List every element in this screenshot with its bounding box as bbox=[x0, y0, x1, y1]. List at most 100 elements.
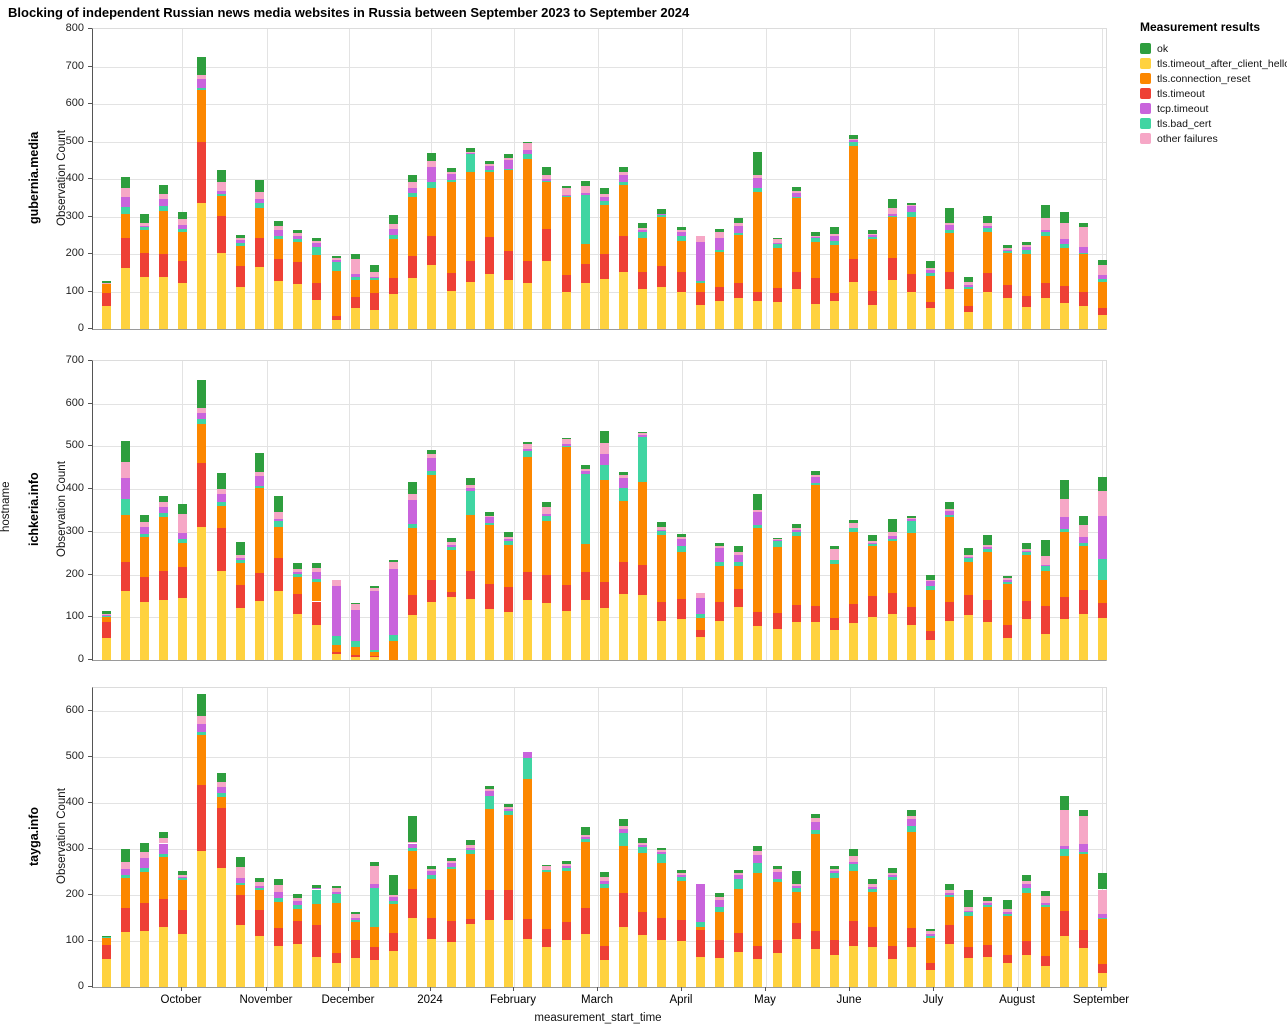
bar-segment-tls.timeout bbox=[235, 894, 245, 926]
bar-segment-tls.bad_cert bbox=[676, 877, 686, 882]
stacked-bar bbox=[638, 361, 648, 660]
bar-segment-tls.connection_reset bbox=[484, 809, 494, 890]
bar-segment-ok bbox=[1040, 204, 1050, 218]
bar-segment-other failures bbox=[312, 568, 322, 572]
bar-segment-ok bbox=[580, 464, 590, 469]
bar-segment-ok bbox=[887, 867, 897, 874]
bar-segment-other failures bbox=[446, 860, 456, 863]
bar-segment-tls.bad_cert bbox=[159, 853, 168, 858]
bar-segment-other failures bbox=[676, 229, 686, 232]
bar-segment-tls.timeout_after_client_hello bbox=[254, 601, 264, 660]
y-tick-mark bbox=[88, 215, 92, 217]
bar-segment-tls.timeout bbox=[772, 940, 782, 954]
bar-segment-tls.timeout_after_client_hello bbox=[887, 279, 897, 329]
stacked-bar bbox=[714, 29, 724, 329]
bar-segment-other failures bbox=[849, 856, 859, 862]
bar-segment-tls.timeout_after_client_hello bbox=[619, 271, 629, 329]
bar-segment-tls.timeout_after_client_hello bbox=[1060, 303, 1069, 329]
bar-segment-tcp.timeout bbox=[197, 79, 207, 88]
bar-segment-ok bbox=[235, 856, 245, 867]
bar-segment-tls.bad_cert bbox=[887, 877, 897, 881]
bar-segment-tls.timeout bbox=[753, 946, 763, 960]
bar-segment-tls.connection_reset bbox=[676, 240, 686, 272]
bar-segment-ok bbox=[925, 929, 935, 932]
bar-segment-other failures bbox=[561, 864, 571, 867]
stacked-bar bbox=[580, 29, 590, 329]
bar-segment-other failures bbox=[101, 282, 111, 284]
bar-segment-tcp.timeout bbox=[1021, 246, 1031, 250]
bar-segment-tls.connection_reset bbox=[197, 734, 207, 785]
bar-segment-tls.timeout_after_client_hello bbox=[350, 958, 360, 987]
bar-segment-tls.timeout bbox=[925, 302, 935, 309]
bar-segment-tls.timeout_after_client_hello bbox=[159, 600, 168, 660]
bar-segment-tls.bad_cert bbox=[484, 169, 494, 173]
bar-segment-other failures bbox=[964, 281, 974, 285]
bar-segment-tls.timeout_after_client_hello bbox=[619, 927, 629, 987]
bar-segment-tcp.timeout bbox=[274, 229, 283, 236]
stacked-bar bbox=[178, 688, 188, 987]
bar-segment-tls.timeout bbox=[216, 808, 226, 868]
bar-segment-tls.timeout bbox=[619, 236, 629, 272]
bar-segment-tls.connection_reset bbox=[523, 778, 533, 919]
bar-segment-tls.timeout bbox=[734, 933, 744, 952]
bar-segment-tls.bad_cert bbox=[427, 182, 437, 188]
bar-segment-tcp.timeout bbox=[350, 274, 360, 278]
bar-segment-tls.bad_cert bbox=[312, 246, 322, 256]
y-gridline bbox=[93, 711, 1106, 712]
legend-swatch-icon bbox=[1140, 133, 1151, 144]
y-tick-label: 500 bbox=[65, 134, 84, 147]
x-tick-mark bbox=[765, 987, 766, 991]
bar-segment-tls.timeout_after_client_hello bbox=[561, 939, 571, 987]
bar-segment-tls.timeout_after_client_hello bbox=[810, 949, 820, 987]
bar-segment-other failures bbox=[254, 191, 264, 199]
bar-segment-tls.timeout bbox=[446, 592, 456, 598]
stacked-bar bbox=[714, 361, 724, 660]
bar-segment-other failures bbox=[599, 443, 609, 455]
y-tick-mark bbox=[88, 573, 92, 575]
bar-segment-tls.timeout_after_client_hello bbox=[465, 598, 475, 660]
stacked-bar bbox=[619, 361, 629, 660]
bar-segment-tls.bad_cert bbox=[657, 854, 667, 864]
bar-segment-tls.bad_cert bbox=[389, 235, 399, 240]
bar-segment-tls.connection_reset bbox=[925, 276, 935, 303]
bar-segment-ok bbox=[810, 231, 820, 236]
bar-segment-tls.timeout bbox=[216, 215, 226, 253]
bar-segment-ok bbox=[619, 819, 629, 826]
bar-segment-other failures bbox=[197, 408, 207, 414]
bar-segment-tcp.timeout bbox=[446, 544, 456, 547]
bar-segment-tls.connection_reset bbox=[791, 535, 801, 605]
bar-segment-other failures bbox=[465, 484, 475, 489]
bar-segment-tls.bad_cert bbox=[408, 847, 418, 851]
bar-segment-tls.timeout_after_client_hello bbox=[235, 608, 245, 660]
bar-segment-tls.timeout_after_client_hello bbox=[849, 281, 859, 329]
bar-segment-tcp.timeout bbox=[350, 918, 360, 920]
bar-segment-ok bbox=[178, 503, 188, 514]
bar-segment-other failures bbox=[197, 716, 207, 724]
bar-segment-tls.timeout_after_client_hello bbox=[465, 281, 475, 329]
legend-swatch-icon bbox=[1140, 43, 1151, 54]
bar-segment-tls.timeout_after_client_hello bbox=[331, 654, 341, 660]
bar-segment-ok bbox=[389, 559, 399, 563]
bar-segment-tls.connection_reset bbox=[1079, 545, 1089, 591]
bar-segment-tls.timeout_after_client_hello bbox=[312, 624, 322, 660]
bar-segment-tcp.timeout bbox=[561, 866, 571, 868]
bar-segment-tls.timeout_after_client_hello bbox=[178, 282, 188, 329]
bar-segment-tls.timeout bbox=[197, 142, 207, 204]
bar-segment-tls.timeout_after_client_hello bbox=[676, 618, 686, 660]
bar-segment-ok bbox=[101, 610, 111, 615]
bar-segment-tcp.timeout bbox=[1079, 537, 1089, 543]
bar-segment-tls.timeout_after_client_hello bbox=[101, 305, 111, 329]
bar-segment-tcp.timeout bbox=[1098, 914, 1108, 918]
bar-segment-other failures bbox=[1021, 245, 1031, 247]
bar-segment-tls.connection_reset bbox=[1021, 893, 1031, 941]
bar-segment-tls.connection_reset bbox=[868, 891, 878, 927]
bar-segment-tls.timeout_after_client_hello bbox=[1098, 972, 1108, 987]
bar-segment-other failures bbox=[714, 897, 724, 900]
bar-segment-tls.timeout bbox=[178, 260, 188, 283]
bar-segment-tls.bad_cert bbox=[849, 528, 859, 533]
bar-segment-tls.connection_reset bbox=[1021, 254, 1031, 296]
bar-segment-tls.connection_reset bbox=[254, 890, 264, 910]
bar-segment-tls.timeout bbox=[427, 236, 437, 265]
y-gridline bbox=[93, 141, 1106, 143]
bar-segment-tls.connection_reset bbox=[312, 582, 322, 602]
